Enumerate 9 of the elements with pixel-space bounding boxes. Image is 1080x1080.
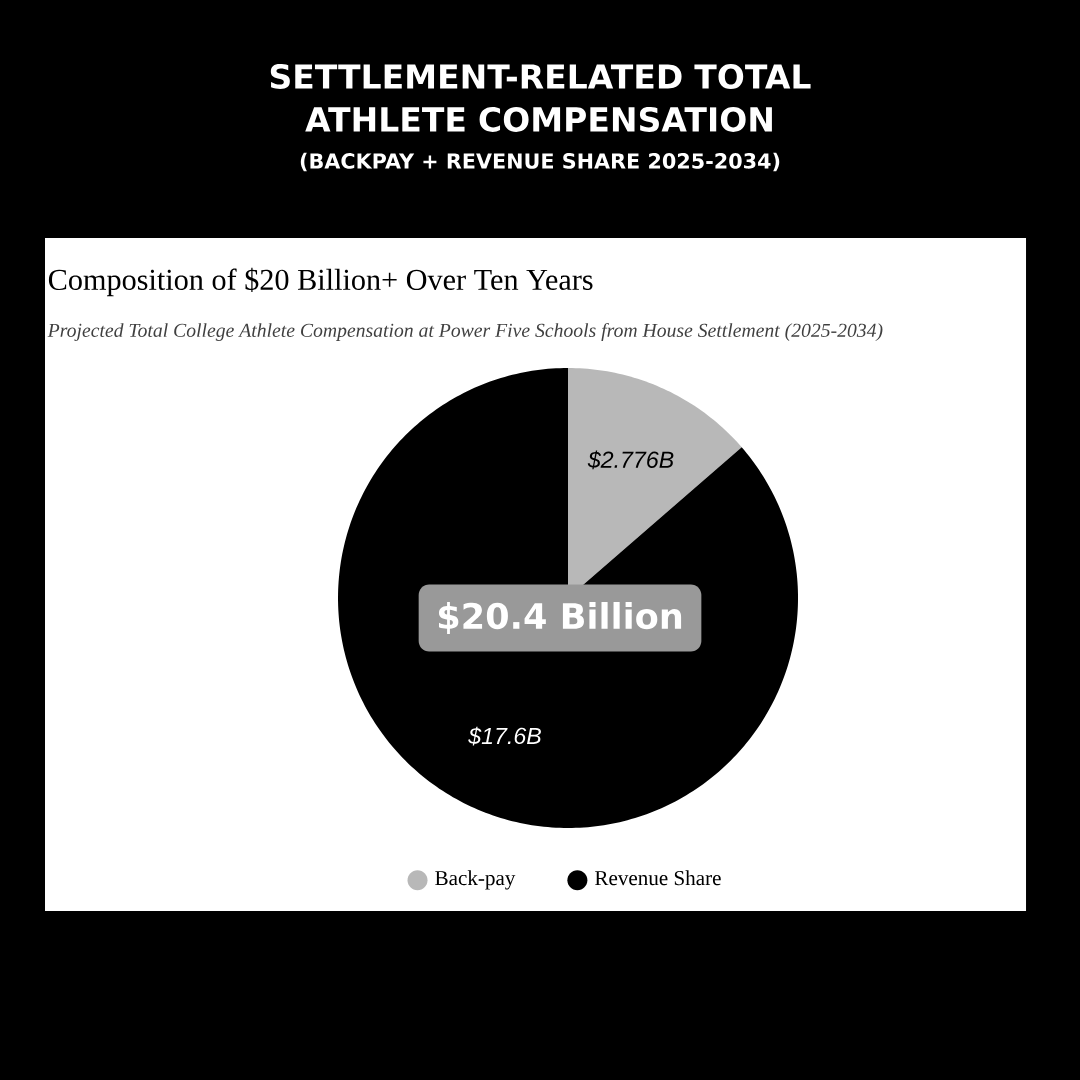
text: Projected Total College Athlete Compensation at Power Five Schools from House Settlement (2025-2034) [47, 322, 883, 342]
text: $20.4 Billion [438, 602, 682, 634]
legend-label: Revenue Share [595, 870, 721, 886]
chart-title: SETTLEMENT-RELATED TOTAL ATHLETE COMPENSATION [270, 64, 811, 132]
data-label: $17.6B [468, 726, 541, 746]
legend-label: Back-pay [435, 870, 516, 890]
data-label: $2.776B [587, 450, 674, 470]
chart-subtitle: (BACKPAY + REVENUE SHARE 2025-2034) [300, 152, 780, 172]
text: Composition of $20 Billion+ Over Ten Years [48, 267, 593, 297]
